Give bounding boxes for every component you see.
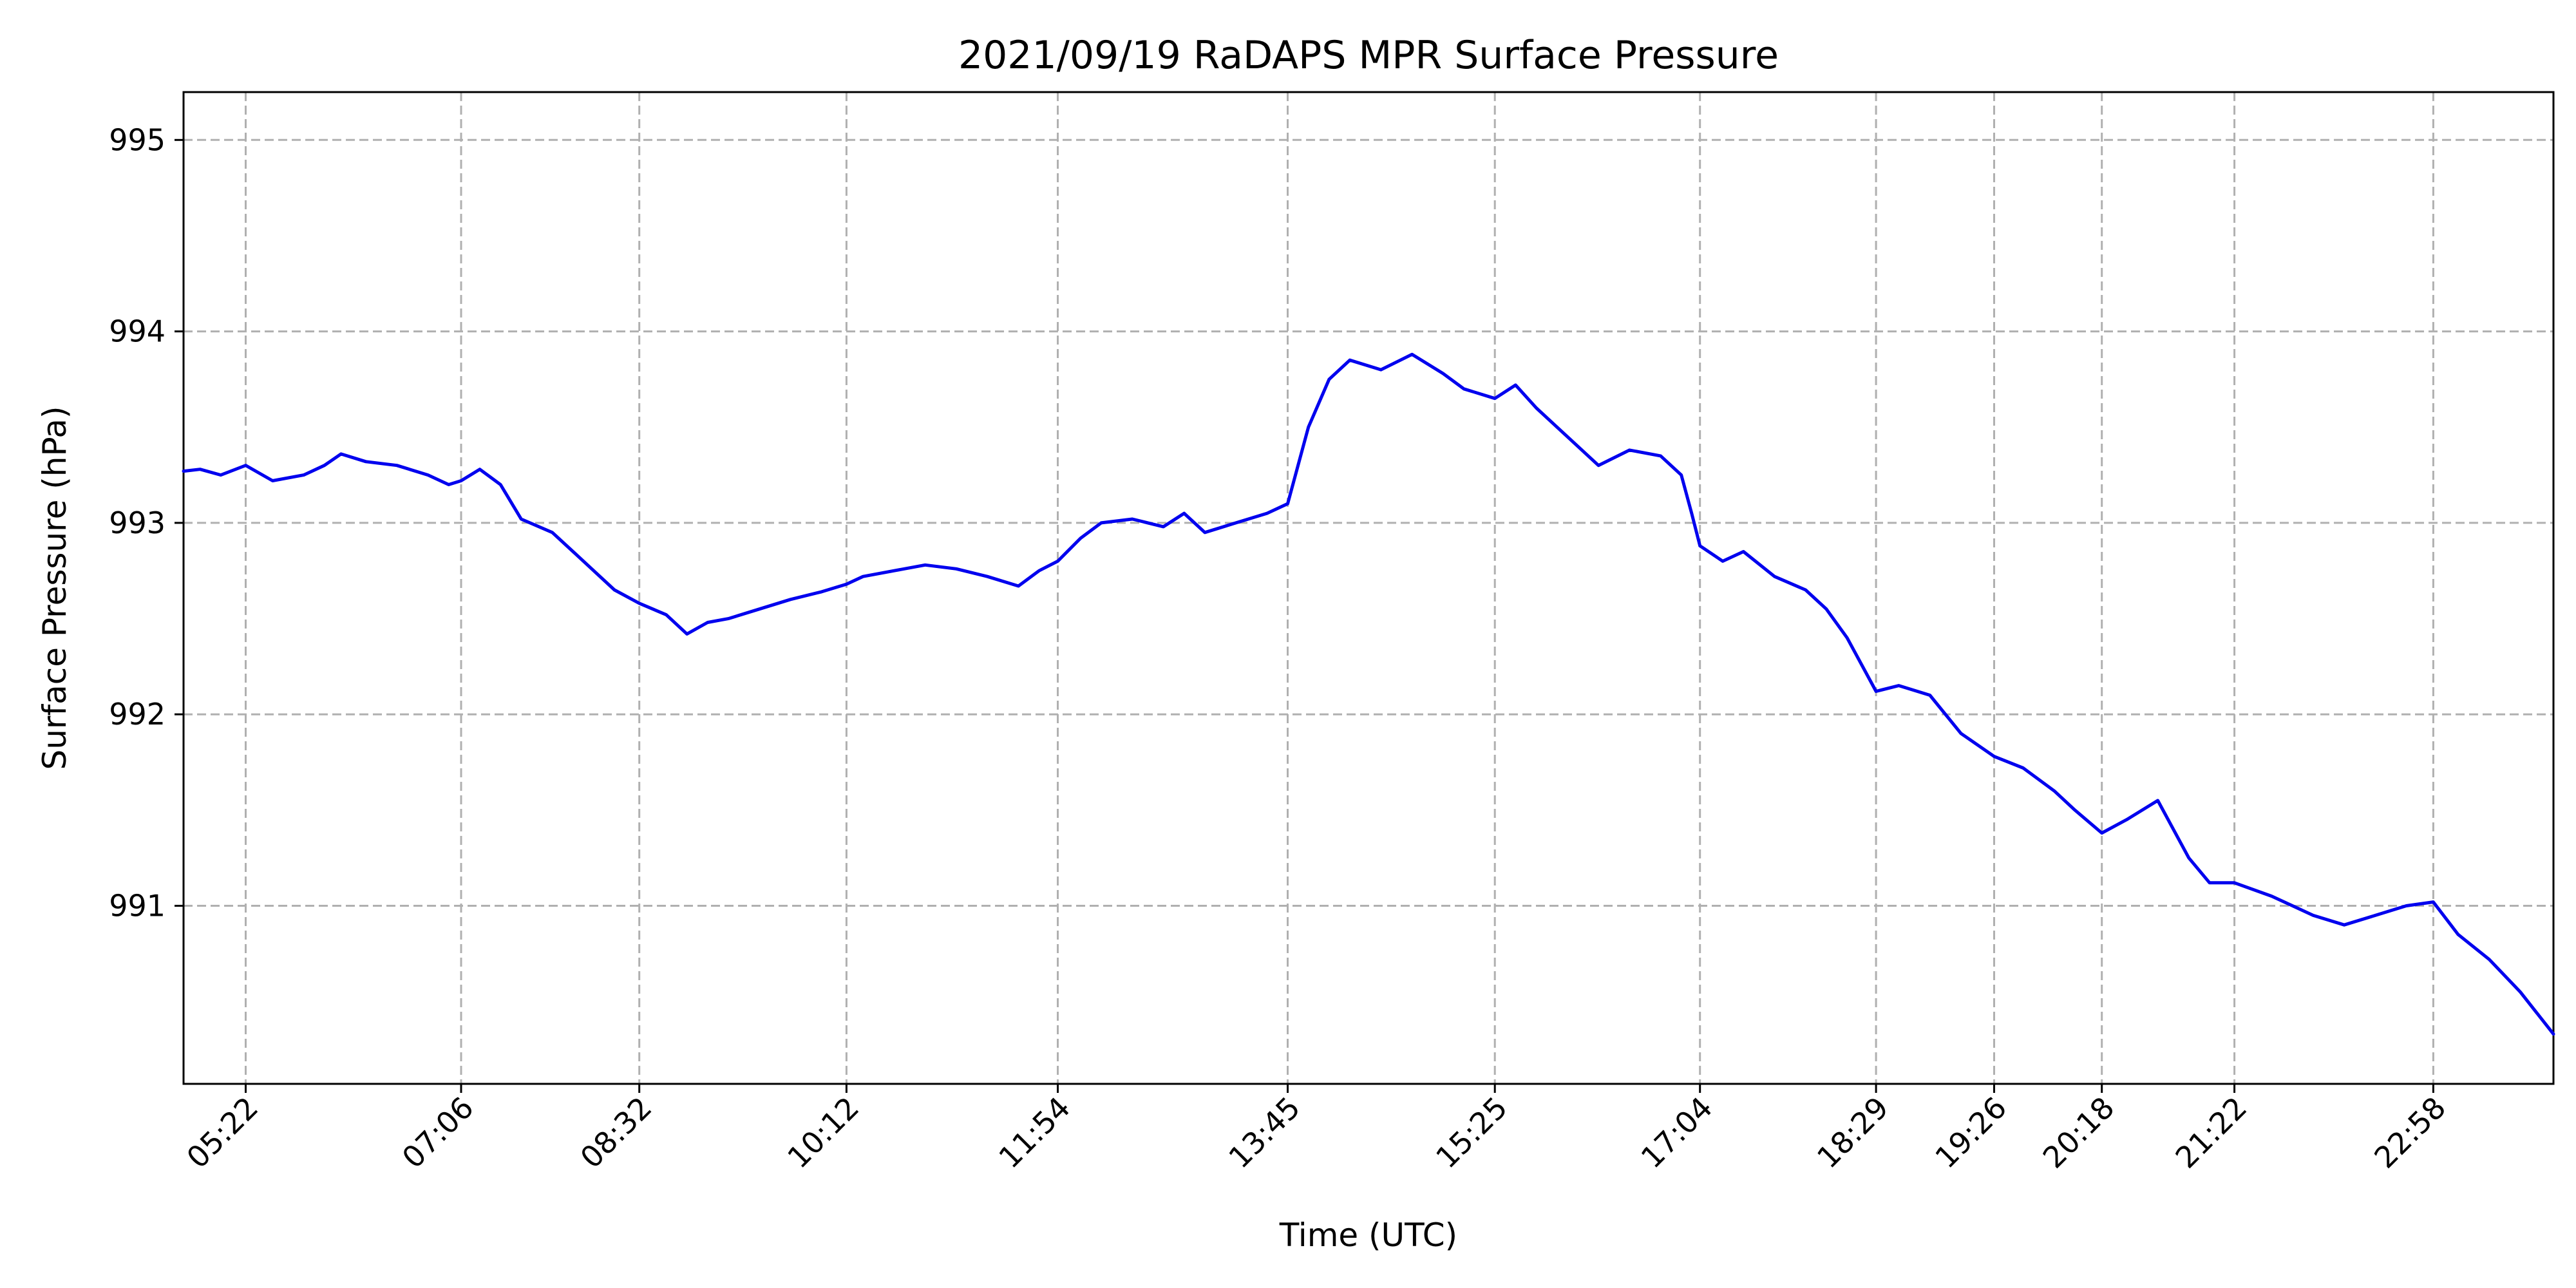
x-tick-label: 13:45 xyxy=(1222,1090,1307,1175)
y-axis-ticks: 991 992 993 994 995 xyxy=(109,122,184,923)
surface-pressure-line xyxy=(182,352,2555,1036)
x-tick-label: 19:26 xyxy=(1928,1090,2013,1175)
vertical-grid-lines xyxy=(245,92,2434,1084)
y-tick-label: 991 xyxy=(109,889,166,923)
x-tick-label: 08:32 xyxy=(574,1090,659,1175)
chart-title: 2021/09/19 RaDAPS MPR Surface Pressure xyxy=(958,33,1779,78)
horizontal-grid-lines xyxy=(184,138,2553,907)
x-tick-label: 07:06 xyxy=(395,1090,480,1175)
x-axis-ticks: 05:22 07:06 08:32 10:12 11:54 13:45 15:25 17:04… xyxy=(180,1084,2452,1175)
x-tick-label: 18:29 xyxy=(1810,1090,1895,1175)
y-tick-label: 993 xyxy=(109,506,166,540)
x-tick-label: 22:58 xyxy=(2367,1090,2452,1175)
x-tick-label: 10:12 xyxy=(781,1090,866,1175)
y-tick-label: 995 xyxy=(109,122,166,157)
x-tick-label: 21:22 xyxy=(2168,1090,2253,1175)
plot-area-frame xyxy=(182,91,2555,1085)
y-axis-label: Surface Pressure (hPa) xyxy=(36,406,73,770)
x-tick-label: 11:54 xyxy=(992,1090,1077,1175)
x-tick-label: 17:04 xyxy=(1634,1090,1719,1175)
y-tick-label: 994 xyxy=(109,314,166,349)
x-tick-label: 05:22 xyxy=(180,1090,265,1175)
x-tick-label: 15:25 xyxy=(1429,1090,1514,1175)
x-tick-label: 20:18 xyxy=(2036,1090,2121,1175)
y-tick-label: 992 xyxy=(109,697,166,732)
x-axis-label: Time (UTC) xyxy=(1279,1217,1457,1254)
